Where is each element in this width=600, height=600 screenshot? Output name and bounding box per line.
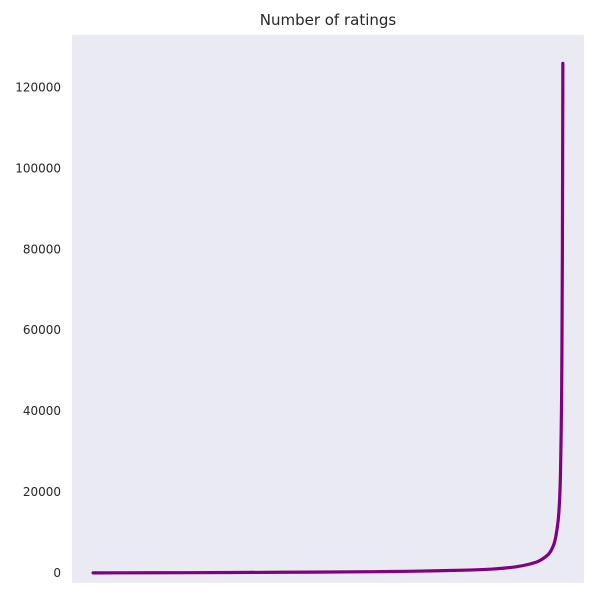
series-lines: [91, 61, 565, 575]
y-tick-label: 20000: [23, 485, 61, 499]
y-tick-label: 0: [53, 566, 61, 580]
series-line: [91, 61, 565, 575]
y-tick-label: 120000: [15, 81, 61, 95]
plot-area: [72, 35, 584, 583]
y-tick-label: 100000: [15, 161, 61, 175]
y-axis-ticks: 0 20000 40000 60000 80000 100000 120000: [15, 81, 61, 580]
y-tick-label: 80000: [23, 242, 61, 256]
y-tick-label: 40000: [23, 404, 61, 418]
chart-title: Number of ratings: [259, 11, 397, 29]
y-tick-label: 60000: [23, 323, 61, 337]
